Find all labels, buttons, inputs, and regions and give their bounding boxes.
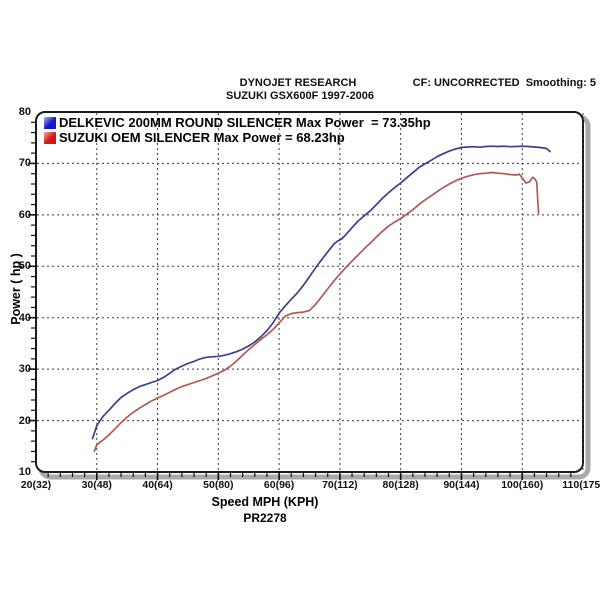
legend-row-oem: SUZUKI OEM SILENCER Max Power = 68.23hp bbox=[44, 131, 431, 144]
delkevic-series-swatch-icon bbox=[44, 116, 56, 129]
x-tick-label: 70(112) bbox=[322, 479, 358, 491]
legend-label-delkevic: DELKEVIC 200MM ROUND SILENCER Max Power … bbox=[59, 115, 431, 130]
oem-series-swatch-icon bbox=[44, 131, 56, 144]
x-tick-label: 20(32) bbox=[20, 479, 52, 491]
oem-power-curve bbox=[93, 171, 540, 453]
x-tick-label: 110(175) bbox=[562, 479, 600, 491]
legend-row-delkevic: DELKEVIC 200MM ROUND SILENCER Max Power … bbox=[44, 116, 431, 129]
x-tick-label: 90(144) bbox=[443, 479, 480, 491]
y-tick-label: 50 bbox=[18, 260, 31, 273]
x-tick-label: 40(64) bbox=[142, 479, 173, 491]
plot-frame bbox=[35, 111, 584, 473]
legend: DELKEVIC 200MM ROUND SILENCER Max Power … bbox=[44, 116, 431, 144]
y-tick-label: 30 bbox=[18, 363, 31, 376]
y-tick-label: 70 bbox=[18, 157, 31, 170]
y-tick-label: 10 bbox=[18, 466, 31, 478]
y-tick-label: 20 bbox=[18, 414, 31, 427]
y-tick-label: 40 bbox=[18, 311, 31, 324]
y-axis-title: Power ( hp ) bbox=[9, 253, 23, 325]
y-tick-label: 80 bbox=[18, 106, 31, 118]
y-tick-label: 60 bbox=[18, 208, 31, 221]
delkevic-power-curve bbox=[91, 145, 552, 440]
x-tick-label: 80(128) bbox=[382, 479, 419, 491]
x-tick-label: 50(80) bbox=[203, 479, 234, 491]
header-dynojet: DYNOJET RESEARCH bbox=[239, 77, 357, 89]
header-correction: CF: UNCORRECTED Smoothing: 5 bbox=[412, 77, 596, 89]
x-tick-label: 60(96) bbox=[263, 479, 295, 491]
run-number: PR2278 bbox=[243, 511, 287, 525]
x-tick-label: 100(160) bbox=[501, 479, 544, 491]
x-axis-title: Speed MPH (KPH) bbox=[211, 495, 319, 509]
header-vehicle: SUZUKI GSX600F 1997-2006 bbox=[226, 90, 374, 102]
legend-label-oem: SUZUKI OEM SILENCER Max Power = 68.23hp bbox=[59, 130, 345, 145]
x-tick-label: 30(48) bbox=[81, 479, 112, 491]
